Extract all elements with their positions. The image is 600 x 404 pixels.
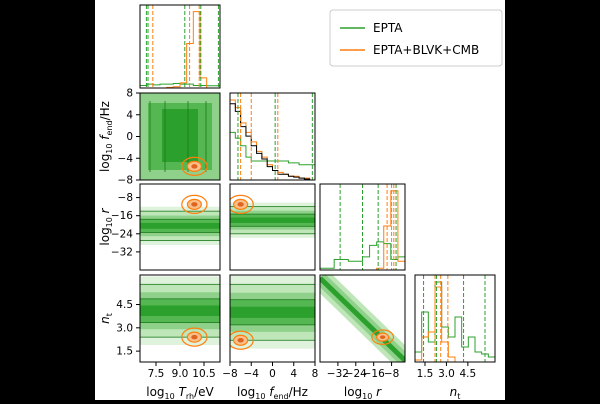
panel-frame bbox=[319, 274, 406, 363]
x-tick-label: 1.5 bbox=[417, 368, 434, 380]
y-tick-label: 1.5 bbox=[116, 346, 133, 358]
marginal-hist-epta bbox=[414, 281, 496, 362]
marginal-panel-3 bbox=[414, 274, 496, 363]
panel-frame bbox=[229, 183, 316, 271]
epta-band-level-4 bbox=[140, 222, 220, 229]
epta-band-contour-inner bbox=[230, 299, 315, 326]
combined-density-core bbox=[237, 202, 244, 207]
legend-label-combined: EPTA+BLVK+CMB bbox=[373, 43, 479, 57]
epta-ridge-core bbox=[320, 276, 405, 362]
epta-band-contour-outer bbox=[140, 210, 220, 241]
marginal-panel-2 bbox=[319, 183, 406, 271]
combined-density-contour-95 bbox=[181, 156, 208, 177]
joint-panel-1-3 bbox=[229, 274, 316, 363]
combined-density-core bbox=[379, 335, 386, 339]
combined-density-contour-95 bbox=[230, 194, 254, 214]
corner-plot: 7.5 9.0 10.5 log10 Trh/eV −8 −4 0 4 8 log10 fend/… bbox=[98, 4, 503, 401]
x-tick-label: −8 bbox=[384, 368, 399, 380]
panel-frame bbox=[139, 183, 221, 271]
marginal-panel-0 bbox=[139, 4, 221, 89]
y-tick-label: 4.5 bbox=[116, 299, 133, 311]
combined-density-core bbox=[191, 202, 198, 207]
epta-band-contour-outer bbox=[140, 283, 220, 338]
y-tick-label: −32 bbox=[111, 246, 133, 258]
y-axis-label-3: nt bbox=[98, 313, 114, 324]
y-tick-label: 8 bbox=[126, 88, 133, 100]
x-tick-label: 7.5 bbox=[148, 368, 165, 380]
panel-frame bbox=[139, 4, 221, 89]
y-tick-label: −24 bbox=[111, 228, 133, 240]
joint-panel-0-2 bbox=[139, 183, 221, 271]
legend-frame bbox=[329, 9, 503, 67]
joint-panel-0-3 bbox=[139, 274, 221, 363]
x-axis-label-2: log10 r bbox=[344, 385, 382, 400]
x-tick-label: 8 bbox=[312, 368, 319, 380]
epta-density-core bbox=[162, 109, 198, 162]
combined-density-contour-95 bbox=[181, 194, 208, 214]
x-axis-label-1: log10 fend/Hz bbox=[237, 385, 308, 400]
epta-band-contour-inner bbox=[230, 213, 315, 227]
combined-density-contour-95 bbox=[371, 329, 395, 345]
epta-band-contour-outer bbox=[230, 283, 315, 341]
y-tick-label: 4 bbox=[126, 109, 133, 121]
x-axis-label-0: log10 Trh/eV bbox=[146, 385, 214, 400]
joint-panel-0-1 bbox=[139, 92, 221, 181]
marginal-hist-epta bbox=[229, 131, 316, 180]
x-tick-label: 4.5 bbox=[460, 368, 477, 380]
x-tick-label: 4 bbox=[290, 368, 297, 380]
marginal-hist-epta bbox=[319, 241, 406, 270]
y-tick-label: −16 bbox=[111, 210, 133, 222]
epta-band-contour-outer bbox=[230, 206, 315, 235]
x-tick-label: 9.0 bbox=[172, 368, 189, 380]
marginal-hist-reference bbox=[229, 103, 315, 181]
panel-frame bbox=[229, 92, 316, 181]
y-tick-label: 0 bbox=[126, 131, 133, 143]
marginal-hist-combined bbox=[140, 11, 220, 89]
x-tick-label: −8 bbox=[222, 368, 237, 380]
panel-frame bbox=[414, 274, 496, 363]
combined-density-contour-95 bbox=[230, 330, 254, 350]
x-tick-label: 10.5 bbox=[192, 368, 215, 380]
x-tick-label: −4 bbox=[244, 368, 260, 380]
y-tick-label: −8 bbox=[118, 192, 133, 204]
y-axis-label-1: log10 fend/Hz bbox=[98, 101, 114, 172]
joint-panel-1-2 bbox=[229, 183, 316, 271]
corner-plot-canvas: 7.5 9.0 10.5 log10 Trh/eV −8 −4 0 4 8 log10 fend/… bbox=[95, 0, 505, 401]
x-tick-label: −24 bbox=[345, 368, 367, 380]
x-tick-label: 0 bbox=[269, 368, 276, 380]
combined-density-core bbox=[191, 164, 198, 169]
panel-layer: 7.5 9.0 10.5 log10 Trh/eV −8 −4 0 4 8 log10 fend/… bbox=[98, 4, 496, 401]
marginal-panel-1 bbox=[229, 92, 316, 181]
panel-frame bbox=[319, 183, 406, 271]
y-tick-label: 3.0 bbox=[116, 322, 133, 334]
epta-band-level-4 bbox=[230, 217, 315, 223]
y-tick-label: −8 bbox=[118, 175, 133, 187]
y-axis-label-2: log10 r bbox=[98, 207, 114, 245]
joint-panel-2-3 bbox=[319, 274, 406, 363]
epta-band-level-4 bbox=[230, 306, 315, 318]
legend-label-epta: EPTA bbox=[373, 21, 403, 35]
x-tick-label: 3.0 bbox=[438, 368, 455, 380]
x-tick-label: −16 bbox=[363, 368, 385, 380]
epta-band-level-4 bbox=[140, 305, 220, 317]
combined-density-core bbox=[191, 334, 198, 340]
combined-density-core bbox=[237, 338, 244, 343]
x-axis-label-3: nt bbox=[450, 385, 461, 400]
x-tick-label: −32 bbox=[327, 368, 349, 380]
epta-band-contour-inner bbox=[140, 218, 220, 233]
y-tick-label: −4 bbox=[118, 153, 134, 165]
combined-density-contour-95 bbox=[181, 327, 208, 347]
legend: EPTA EPTA+BLVK+CMB bbox=[329, 9, 503, 67]
epta-band-contour-inner bbox=[140, 298, 220, 324]
